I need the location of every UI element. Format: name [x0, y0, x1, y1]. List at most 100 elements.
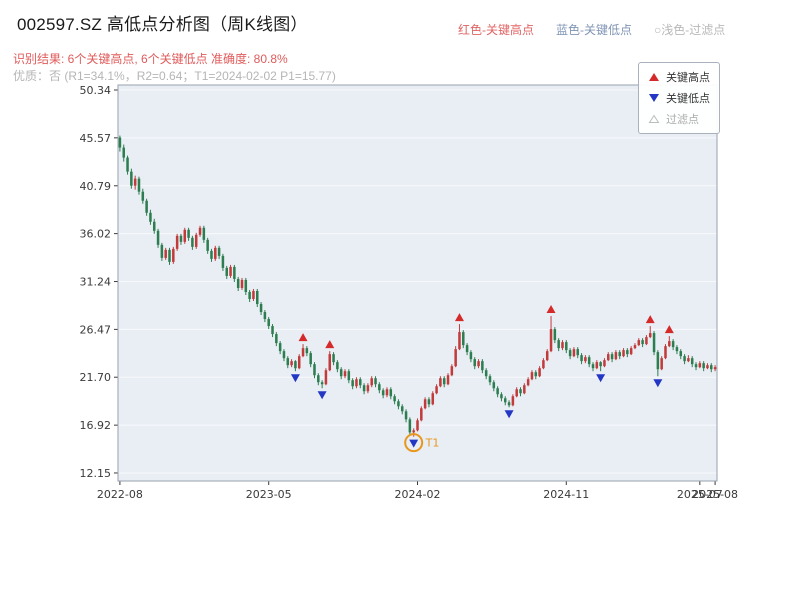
candle-body [317, 375, 320, 383]
hollow-triangle-shape [648, 114, 660, 123]
candle-body [229, 266, 232, 276]
candle-body [687, 358, 690, 362]
candle-body [690, 358, 694, 365]
candle-body [137, 178, 141, 192]
candle-body [172, 248, 175, 262]
y-axis-tick-label: 26.47 [80, 323, 112, 336]
candle-body [427, 399, 431, 405]
candle-body [149, 212, 152, 222]
candle-body [679, 351, 683, 357]
candle-body [240, 279, 244, 288]
top-legend: 红色-关键高点 蓝色-关键低点 ○浅色-过滤点 [458, 21, 725, 38]
candle-body [381, 390, 385, 396]
candle-body [378, 384, 381, 391]
candle-body [431, 393, 435, 405]
candle-body [217, 247, 221, 256]
candle-body [576, 349, 580, 356]
recognition-result: 识别结果: 6个关键高点, 6个关键低点 准确度: 80.8% [13, 52, 288, 66]
candle-body [278, 343, 282, 352]
candle-body [706, 365, 709, 369]
candle-body [374, 378, 377, 385]
candle-body [282, 351, 286, 359]
candle-body [572, 349, 576, 357]
candle-body [584, 357, 587, 362]
candle-body [595, 362, 599, 369]
legend-row-filtered: 过滤点 [648, 111, 710, 127]
y-axis-tick-label: 40.79 [80, 180, 112, 193]
candle-body [645, 337, 648, 345]
candle-body [130, 171, 133, 186]
y-axis-tick-label: 21.70 [80, 371, 112, 384]
plot-background [118, 85, 717, 481]
candle-body [637, 340, 641, 346]
down-triangle-icon [649, 94, 659, 102]
candle-body [591, 364, 595, 369]
candle-body [633, 345, 637, 349]
candle-body [656, 352, 660, 370]
candle-body [702, 363, 705, 369]
candle-body [122, 147, 125, 158]
candle-body [561, 342, 564, 349]
chart-legend-box: 关键高点 关键低点 过滤点 [638, 62, 720, 134]
candle-body [385, 389, 389, 396]
candle-body [683, 356, 686, 362]
candle-body [610, 354, 614, 360]
candle-body [713, 367, 717, 370]
y-axis-tick-label: 16.92 [80, 419, 112, 432]
candle-body [259, 304, 263, 313]
y-axis-tick-label: 50.34 [80, 84, 112, 97]
candle-body [164, 249, 167, 258]
candle-body [126, 157, 129, 172]
candle-body [515, 389, 518, 397]
candle-body [675, 347, 679, 352]
candle-body [206, 239, 209, 251]
candle-body [450, 366, 454, 376]
legend-row-label: 关键高点 [666, 72, 710, 84]
candle-body [496, 388, 499, 395]
candle-body [462, 332, 465, 346]
candle-body [160, 244, 164, 258]
candle-body [141, 191, 145, 201]
candle-body [183, 229, 187, 242]
y-axis-tick-label: 36.02 [80, 228, 112, 241]
candle-body [214, 247, 217, 259]
candle-body [297, 356, 301, 369]
candle-body [454, 349, 457, 367]
candle-body [458, 332, 461, 350]
candle-body [503, 398, 507, 403]
candle-body [210, 250, 213, 259]
candle-body [328, 354, 332, 371]
x-axis-tick-label: 2023-05 [246, 488, 292, 501]
candle-body [355, 379, 358, 387]
candle-body [347, 371, 351, 381]
candle-body [523, 385, 526, 394]
candle-body [393, 396, 396, 402]
candle-body [526, 379, 530, 386]
candle-body [351, 380, 354, 387]
down-triangle-shape [649, 94, 659, 102]
candle-body [648, 333, 652, 338]
key-high-marker [454, 313, 464, 322]
candle-body [565, 342, 568, 351]
candle-body [519, 389, 522, 394]
candle-body [671, 341, 675, 348]
candle-body [710, 365, 713, 370]
legend-key-high-label: 红色-关键高点 [458, 23, 534, 37]
candle-body [294, 361, 297, 369]
candle-body [198, 227, 202, 235]
candle-body [614, 352, 618, 360]
key-low-marker [409, 439, 419, 448]
candle-body [252, 290, 255, 299]
candle-body [336, 362, 339, 370]
legend-row-label: 关键低点 [666, 93, 710, 105]
candle-body [194, 234, 198, 247]
candlestick-chart: 50.34 45.57 40.79 36.02 31.24 26.47 21.70 16.92… [80, 84, 739, 501]
legend-row-key-low: 关键低点 [648, 90, 710, 106]
key-low-marker [653, 379, 663, 388]
candle-body [488, 376, 492, 383]
candle-body [389, 389, 393, 397]
candle-body [404, 411, 408, 420]
x-axis-tick-label: 2025-07 [677, 488, 723, 501]
candle-body [133, 178, 137, 186]
key-low-marker [504, 410, 514, 419]
